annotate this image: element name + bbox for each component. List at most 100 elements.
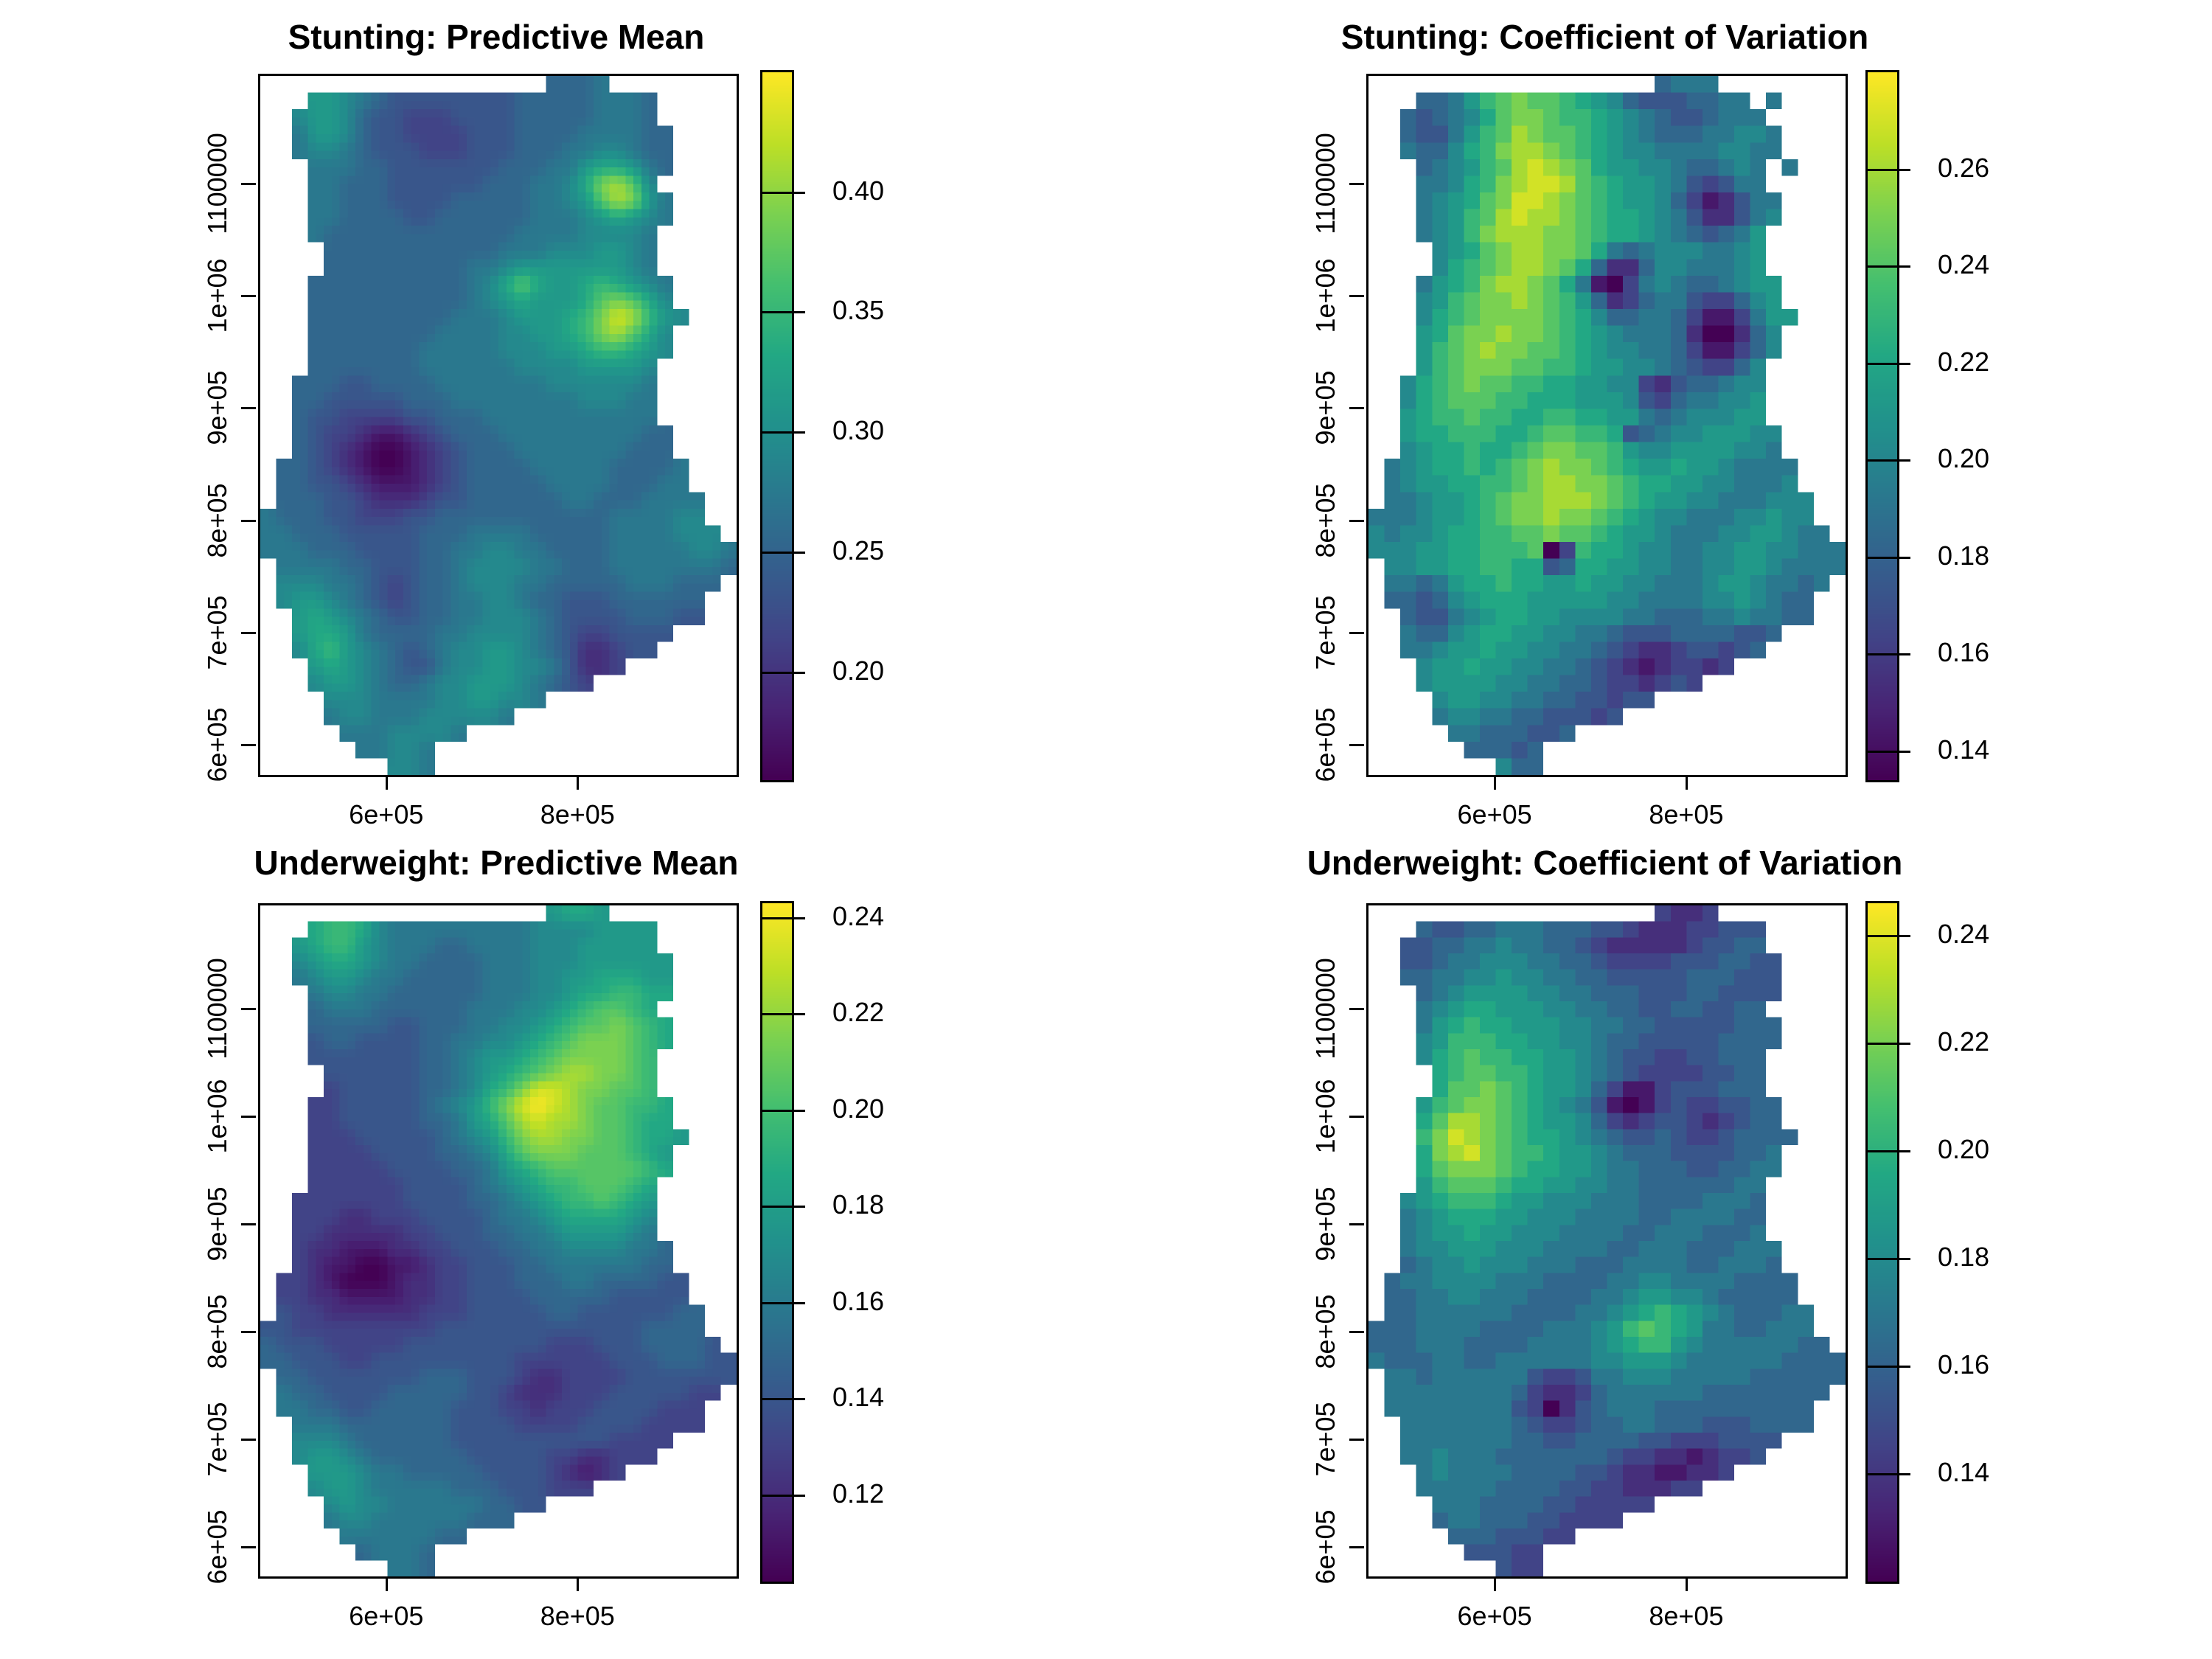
panel-title-underweight-cv: Underweight: Coefficient of Variation (1307, 844, 1903, 882)
y-axis-tick-mark (241, 183, 256, 186)
y-axis-tick-mark (241, 1546, 256, 1549)
y-axis-tick-mark (241, 519, 256, 522)
map-plot-area-stunting-cv (1366, 74, 1848, 777)
y-axis-tick-mark (241, 1331, 256, 1334)
y-axis-tick-mark (241, 295, 256, 298)
colorbar-tick-mark (762, 1013, 805, 1015)
y-axis-tick-label: 8e+05 (1310, 483, 1340, 558)
colorbar-tick-mark (1868, 653, 1910, 655)
y-axis-tick-label: 1e+06 (202, 1079, 232, 1154)
colorbar-tick-label: 0.24 (1938, 919, 1990, 949)
y-axis-tick-label: 1e+06 (202, 258, 232, 333)
colorbar-tick-mark (1868, 1258, 1910, 1260)
y-axis-tick-label: 1100000 (1310, 133, 1340, 234)
colorbar-tick-label: 0.14 (1938, 1457, 1990, 1487)
y-axis-tick-mark (241, 407, 256, 410)
colorbar-tick-label: 0.35 (832, 295, 885, 325)
colorbar-underweight-cv (1865, 901, 1910, 1584)
colorbar-tick-label: 0.40 (832, 175, 885, 206)
y-axis-tick-label: 8e+05 (202, 1294, 232, 1369)
colorbar-tick-label: 0.16 (1938, 1349, 1990, 1380)
y-axis-tick-mark (1349, 407, 1364, 410)
y-axis-tick-label: 9e+05 (202, 1186, 232, 1262)
colorbar-tick-mark (762, 1495, 805, 1497)
x-axis-tick-label: 6e+05 (349, 1601, 424, 1631)
y-axis-tick-mark (241, 631, 256, 634)
colorbar-tick-mark (1868, 1366, 1910, 1368)
y-axis-tick-mark (1349, 519, 1364, 522)
y-axis-tick-label: 1100000 (1310, 958, 1340, 1060)
y-axis-tick-label: 1e+06 (1310, 258, 1340, 333)
map-plot-area-underweight-cv (1366, 903, 1848, 1579)
colorbar-tick-mark (762, 1110, 805, 1112)
colorbar-tick-label: 0.20 (1938, 443, 1990, 473)
colorbar-tick-mark (762, 552, 805, 554)
y-axis-tick-mark (241, 1008, 256, 1011)
x-axis-tick-label: 8e+05 (540, 1601, 615, 1631)
colorbar-tick-mark (1868, 557, 1910, 559)
colorbar-tick-label: 0.22 (1938, 1026, 1990, 1057)
panel-title-stunting-cv: Stunting: Coefficient of Variation (1340, 18, 1869, 56)
x-axis-tick-label: 8e+05 (1649, 1601, 1724, 1631)
colorbar-tick-label: 0.26 (1938, 153, 1990, 183)
panel-title-stunting-mean: Stunting: Predictive Mean (288, 18, 705, 56)
colorbar-stunting-cv (1865, 70, 1910, 782)
colorbar-tick-label: 0.30 (832, 415, 885, 445)
ghana-raster-map-stunting-cv (1368, 76, 1846, 775)
y-axis-tick-label: 7e+05 (1310, 1402, 1340, 1477)
y-axis-tick-label: 6e+05 (1310, 1509, 1340, 1585)
colorbar-gradient (1868, 72, 1897, 780)
y-axis-tick-mark (1349, 1439, 1364, 1441)
y-axis-tick-mark (1349, 631, 1364, 634)
colorbar-tick-label: 0.20 (1938, 1134, 1990, 1164)
colorbar-tick-mark (762, 917, 805, 919)
colorbar-tick-label: 0.24 (832, 901, 885, 931)
colorbar-tick-label: 0.22 (832, 997, 885, 1027)
colorbar-gradient (762, 903, 792, 1582)
colorbar-tick-mark (762, 672, 805, 674)
x-axis-tick-mark (1494, 775, 1497, 790)
colorbar-tick-label: 0.22 (1938, 347, 1990, 377)
colorbar-tick-mark (762, 1206, 805, 1208)
ghana-raster-map-stunting-mean (260, 76, 737, 775)
y-axis-tick-mark (1349, 1331, 1364, 1334)
colorbar-tick-label: 0.20 (832, 655, 885, 686)
y-axis-tick-label: 6e+05 (1310, 707, 1340, 782)
colorbar-tick-mark (1868, 363, 1910, 365)
colorbar-tick-mark (762, 431, 805, 434)
y-axis-tick-mark (241, 1439, 256, 1441)
colorbar-tick-label: 0.14 (1938, 734, 1990, 765)
colorbar-tick-mark (1868, 169, 1910, 171)
x-axis-tick-mark (1685, 775, 1688, 790)
y-axis-tick-label: 9e+05 (202, 370, 232, 446)
colorbar-tick-mark (1868, 459, 1910, 462)
y-axis-tick-mark (1349, 1223, 1364, 1226)
colorbar-tick-label: 0.12 (832, 1478, 885, 1509)
colorbar-tick-label: 0.16 (1938, 637, 1990, 667)
y-axis-tick-label: 7e+05 (202, 1402, 232, 1477)
colorbar-tick-mark (762, 1398, 805, 1400)
y-axis-tick-mark (1349, 743, 1364, 746)
colorbar-tick-label: 0.18 (1938, 540, 1990, 571)
y-axis-tick-mark (1349, 183, 1364, 186)
x-axis-tick-mark (1685, 1576, 1688, 1591)
y-axis-tick-mark (241, 1116, 256, 1119)
y-axis-tick-label: 8e+05 (202, 483, 232, 558)
y-axis-tick-label: 1100000 (202, 133, 232, 234)
y-axis-tick-mark (1349, 1008, 1364, 1011)
x-axis-tick-label: 6e+05 (1457, 1601, 1532, 1631)
panel-title-underweight-mean: Underweight: Predictive Mean (254, 844, 739, 882)
colorbar-tick-label: 0.20 (832, 1093, 885, 1124)
y-axis-tick-label: 6e+05 (202, 1509, 232, 1585)
ghana-raster-map-underweight-mean (260, 905, 737, 1576)
y-axis-tick-label: 9e+05 (1310, 1186, 1340, 1262)
x-axis-tick-mark (385, 1576, 388, 1591)
colorbar-tick-label: 0.18 (1938, 1242, 1990, 1272)
colorbar-tick-label: 0.16 (832, 1286, 885, 1316)
y-axis-tick-mark (1349, 1546, 1364, 1549)
colorbar-tick-mark (1868, 751, 1910, 753)
colorbar-tick-mark (762, 1302, 805, 1304)
y-axis-tick-mark (1349, 295, 1364, 298)
colorbar-tick-label: 0.24 (1938, 249, 1990, 279)
